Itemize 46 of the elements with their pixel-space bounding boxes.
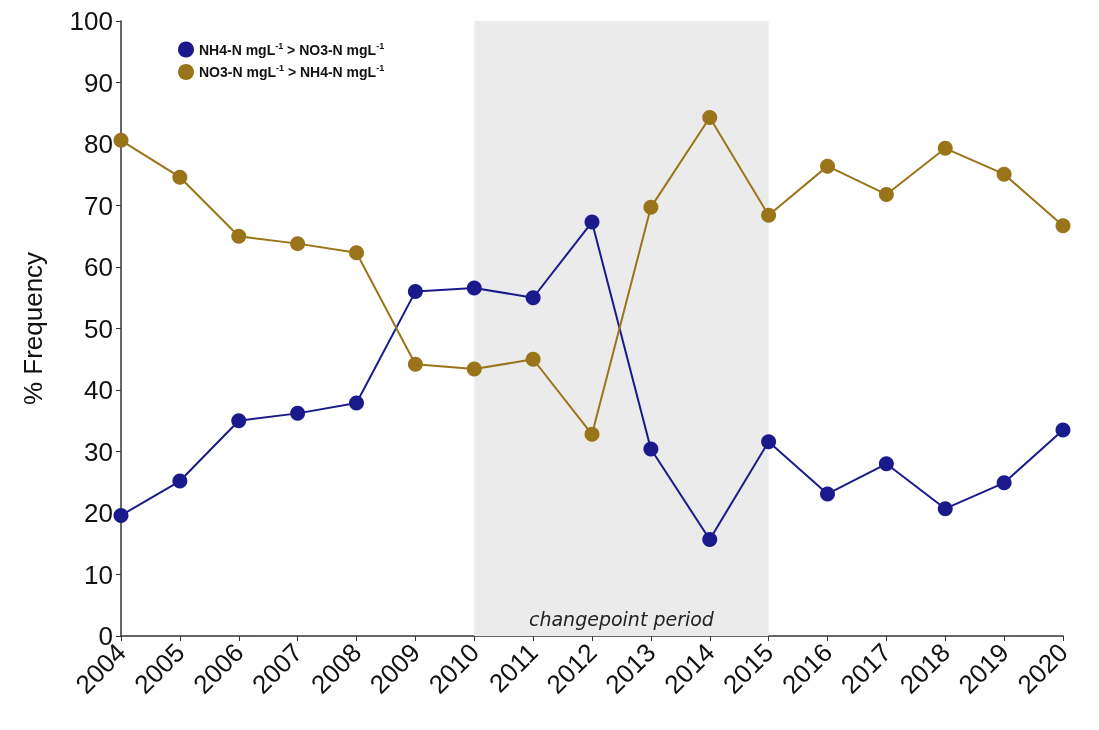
point bbox=[231, 228, 247, 244]
y-tick-label: 40 bbox=[84, 375, 113, 405]
point bbox=[407, 356, 423, 372]
point bbox=[113, 132, 129, 148]
point bbox=[525, 290, 541, 306]
point bbox=[349, 245, 364, 261]
y-tick-label: 30 bbox=[84, 436, 113, 467]
point bbox=[820, 158, 835, 174]
y-tick-label: 100 bbox=[69, 6, 113, 36]
point bbox=[407, 284, 423, 300]
point bbox=[290, 236, 306, 252]
point bbox=[643, 441, 659, 457]
y-tick-label: 20 bbox=[84, 498, 113, 528]
y-tick-label: 90 bbox=[84, 67, 113, 98]
y-tick-label: 70 bbox=[84, 190, 113, 221]
point bbox=[1055, 218, 1071, 234]
point bbox=[761, 434, 777, 450]
point bbox=[937, 501, 953, 517]
point bbox=[761, 207, 777, 223]
y-tick-label: 60 bbox=[84, 252, 113, 282]
point bbox=[466, 361, 482, 377]
point bbox=[996, 475, 1012, 491]
point bbox=[937, 140, 953, 156]
point bbox=[878, 186, 894, 202]
point bbox=[525, 351, 541, 367]
y-tick-label: 50 bbox=[84, 313, 113, 344]
point bbox=[466, 280, 482, 296]
point bbox=[702, 531, 718, 547]
point bbox=[1055, 422, 1071, 438]
point bbox=[290, 405, 306, 421]
point bbox=[820, 486, 835, 502]
point bbox=[702, 110, 718, 126]
y-tick-label: 10 bbox=[84, 559, 113, 590]
point bbox=[349, 395, 364, 411]
point bbox=[996, 166, 1012, 182]
point bbox=[172, 169, 188, 185]
point bbox=[231, 413, 247, 429]
point bbox=[584, 214, 600, 230]
point bbox=[113, 507, 129, 523]
point bbox=[584, 426, 600, 442]
y-axis-title: % Frequency bbox=[18, 251, 48, 406]
band-label: changepoint period bbox=[528, 607, 715, 630]
point bbox=[878, 456, 894, 472]
point bbox=[172, 473, 188, 489]
point bbox=[643, 199, 659, 215]
y-tick-label: 80 bbox=[84, 129, 113, 159]
